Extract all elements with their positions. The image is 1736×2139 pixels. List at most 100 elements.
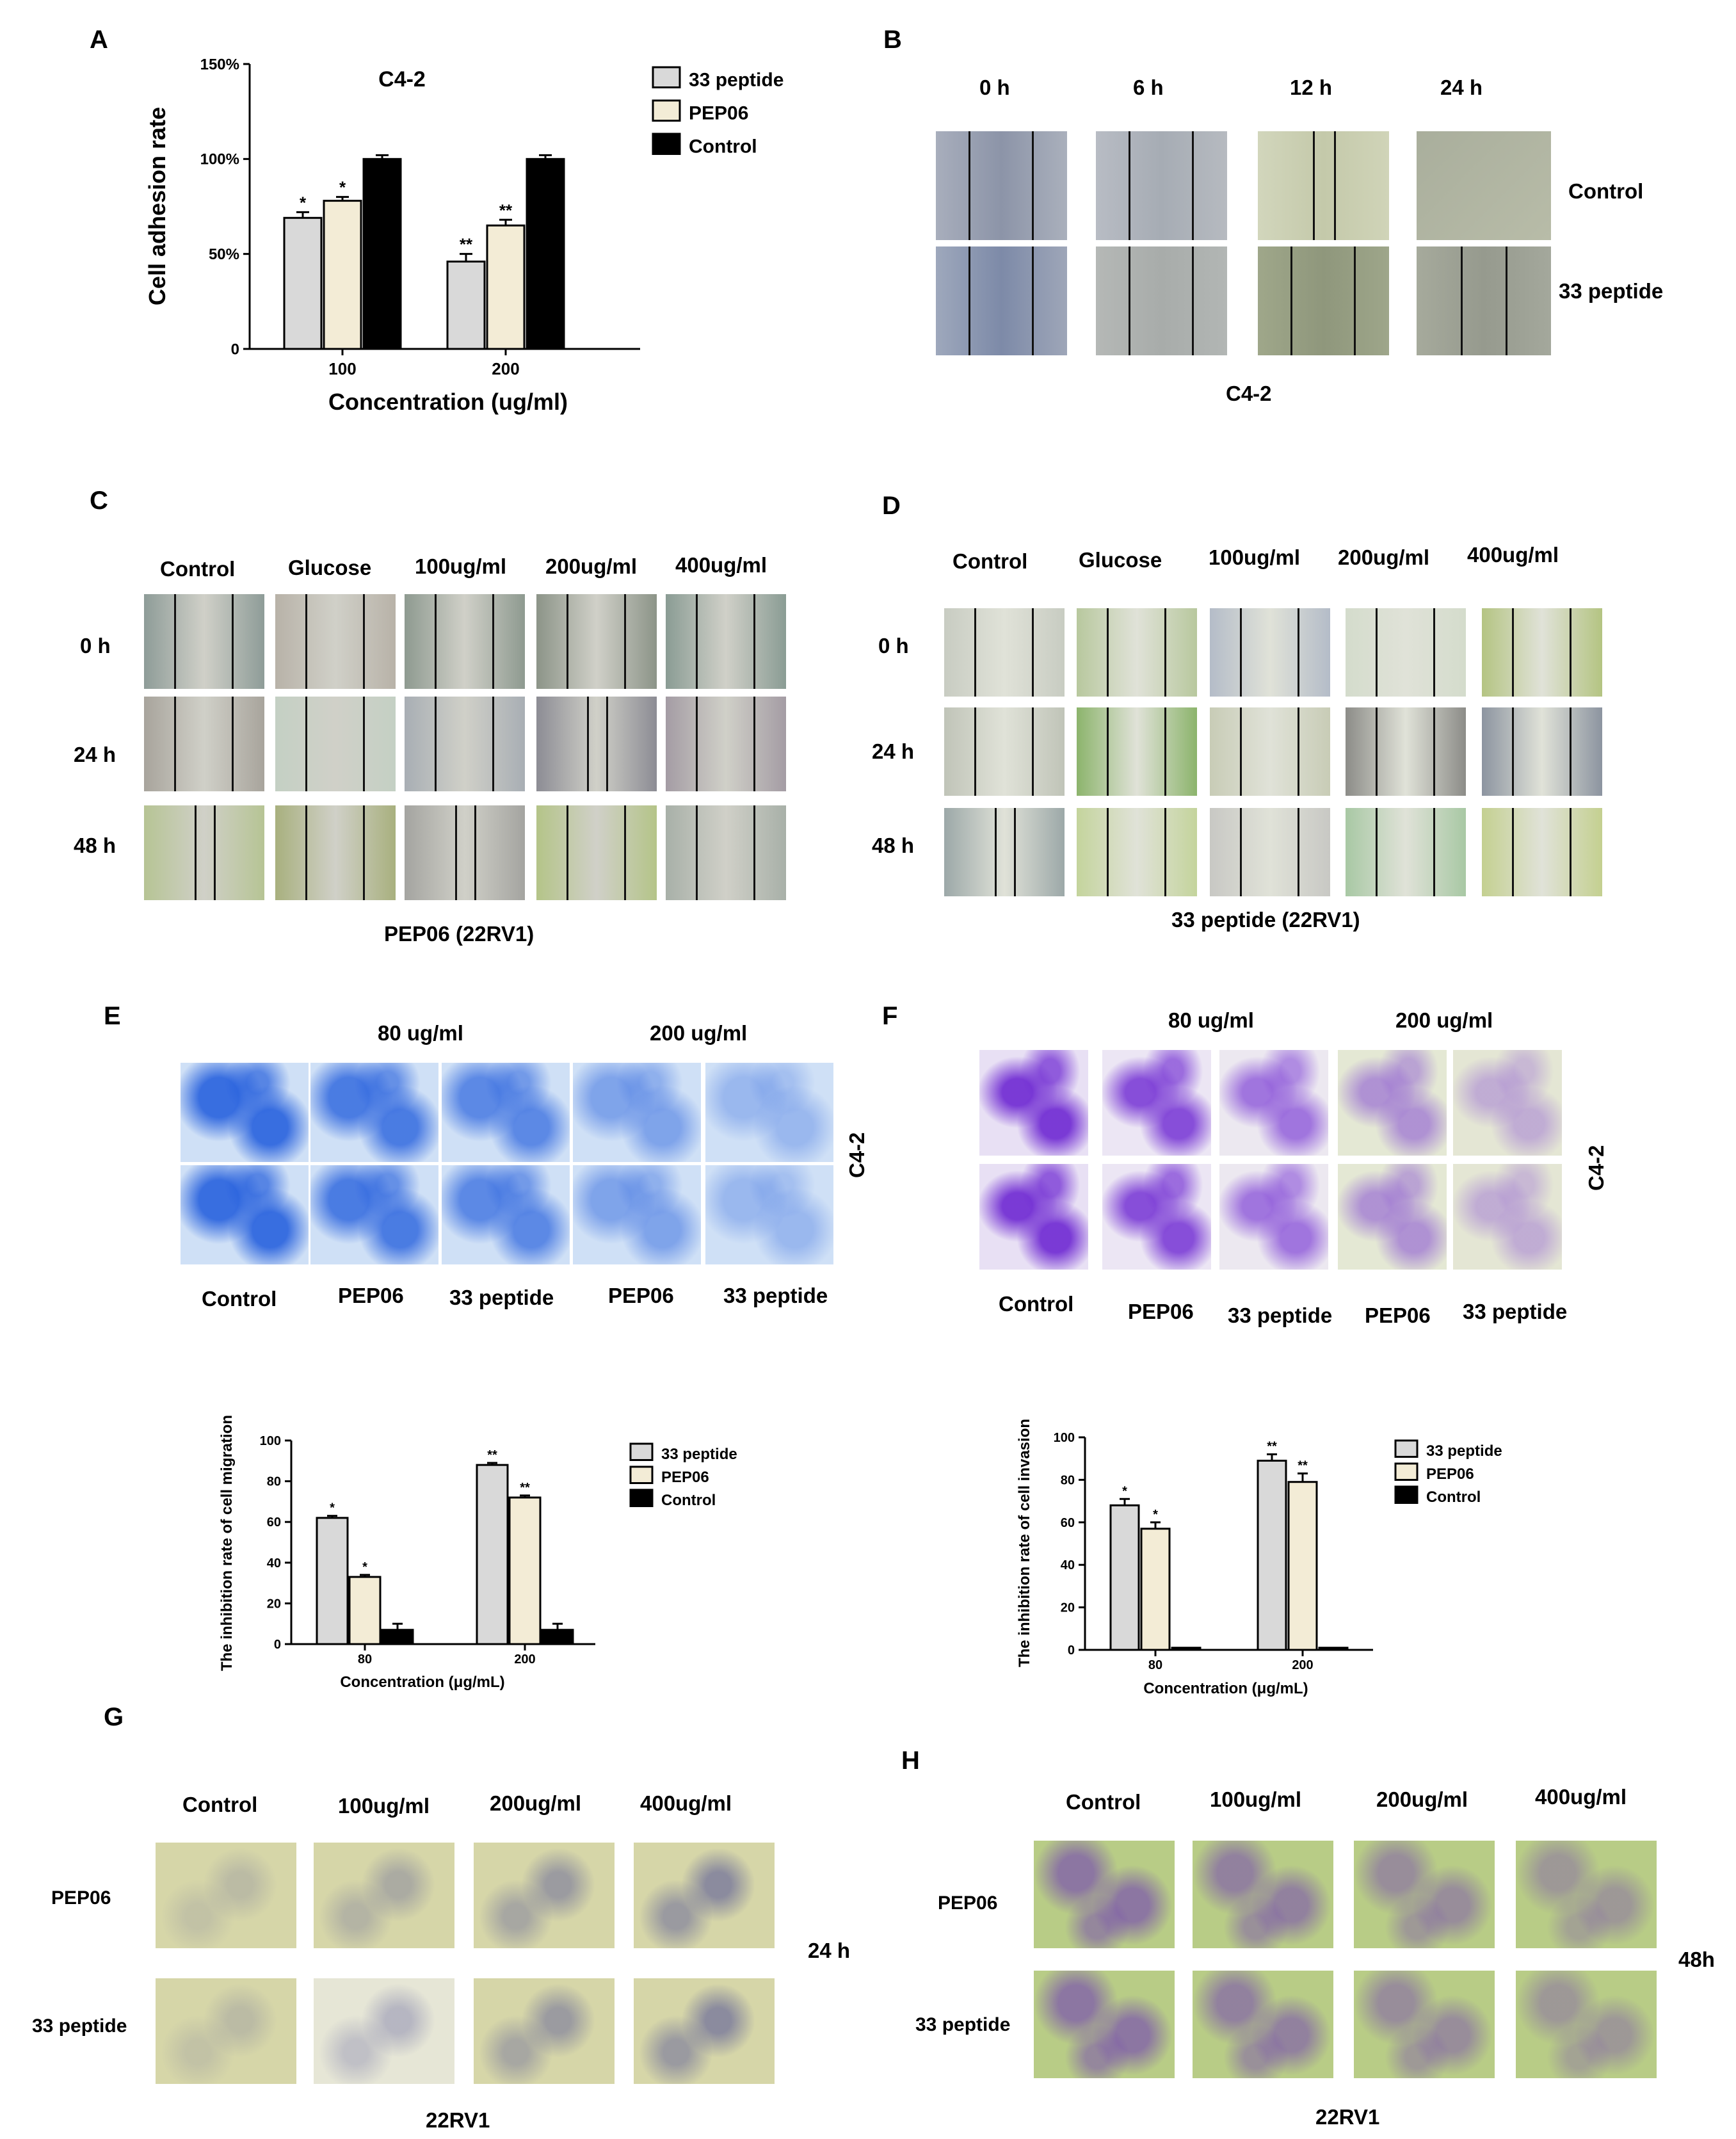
e-col-4: 33 peptide [723, 1284, 828, 1307]
b-row-label-1: 33 peptide [1559, 279, 1664, 303]
e-micrograph [181, 1165, 309, 1264]
d-micrograph [1210, 808, 1330, 896]
chart-f-bar [1257, 1460, 1287, 1651]
chart-e-legend-label: PEP06 [661, 1469, 709, 1486]
c-col-1: Glucose [288, 556, 372, 579]
chart-e-significance-label: * [362, 1560, 367, 1574]
chart-e-legend-swatch [629, 1465, 654, 1484]
chart-e-y-axis-label: The inhibition rate of cell migration [218, 1415, 236, 1671]
c-micrograph [666, 805, 786, 900]
d-micrograph [1482, 608, 1602, 697]
g-caption: 22RV1 [426, 2108, 490, 2132]
d-micrograph [1346, 808, 1466, 896]
b-time-0: 0 h [979, 76, 1010, 99]
c-micrograph [536, 594, 657, 689]
d-micrograph [1077, 608, 1197, 697]
g-micrograph [474, 1978, 615, 2084]
e-col-3: PEP06 [608, 1284, 674, 1307]
chart-a-legend-label: 33 peptide [689, 69, 784, 90]
f-col-2: 33 peptide [1228, 1304, 1333, 1327]
chart-f-significance-label: * [1122, 1484, 1127, 1498]
b-micrograph [936, 131, 1067, 240]
chart-f-legend-label: 33 peptide [1426, 1442, 1502, 1460]
chart-f-y-axis-label: The inhibition rate of cell invasion [1016, 1419, 1033, 1667]
h-micrograph [1193, 1841, 1333, 1948]
h-caption: 22RV1 [1315, 2105, 1380, 2129]
panel-letter-f: F [882, 1002, 898, 1030]
chart-a-legend-swatch [652, 99, 681, 122]
f-micrograph [1102, 1164, 1211, 1270]
c-col-2: 100ug/ml [415, 554, 507, 578]
f-col-3: PEP06 [1365, 1304, 1431, 1327]
h-micrograph [1034, 1971, 1175, 2078]
c-micrograph [405, 697, 525, 791]
chart-e-significance-label: * [330, 1501, 335, 1515]
chart-e-y-tick-label: 100 [260, 1434, 281, 1448]
g-micrograph [156, 1843, 296, 1948]
f-micrograph [1219, 1164, 1328, 1270]
panel-letter-d: D [882, 492, 901, 520]
h-micrograph [1516, 1841, 1657, 1948]
panel-letter-b: B [883, 26, 902, 54]
f-micrograph [1453, 1050, 1562, 1156]
f-side-label: C4-2 [1584, 1145, 1608, 1191]
c-caption: PEP06 (22RV1) [384, 922, 534, 946]
c-row-2: 48 h [74, 834, 117, 857]
h-micrograph [1193, 1971, 1333, 2078]
chart-e-significance-label: ** [487, 1448, 497, 1462]
c-micrograph [666, 594, 786, 689]
d-micrograph [1482, 808, 1602, 896]
b-micrograph [1258, 246, 1389, 355]
f-micrograph [1219, 1050, 1328, 1156]
chart-e-bar [348, 1576, 382, 1645]
e-micrograph [573, 1165, 701, 1264]
g-micrograph [474, 1843, 615, 1948]
chart-f-significance-label: * [1153, 1508, 1158, 1522]
b-time-1: 6 h [1133, 76, 1164, 99]
chart-e-y-tick-label: 40 [267, 1556, 281, 1570]
chart-f-bar [1171, 1647, 1202, 1651]
chart-e-bar [541, 1629, 574, 1645]
chart-e-y-tick-label: 20 [267, 1597, 281, 1611]
chart-a-legend-swatch [652, 66, 681, 88]
chart-f-y-tick-label: 100 [1054, 1431, 1075, 1445]
c-row-0: 0 h [80, 634, 111, 658]
chart-a-bar [526, 157, 565, 350]
b-time-3: 24 h [1440, 76, 1483, 99]
d-caption: 33 peptide (22RV1) [1171, 908, 1360, 932]
chart-f-bar [1318, 1647, 1349, 1651]
h-micrograph [1354, 1971, 1495, 2078]
h-time: 48h [1678, 1948, 1715, 1971]
b-micrograph [1417, 131, 1551, 240]
chart-a-legend-label: PEP06 [689, 102, 748, 124]
chart-a-y-tick-label: 150% [200, 56, 239, 73]
chart-a-title: C4-2 [378, 67, 426, 92]
e-micrograph [442, 1063, 570, 1162]
e-micrograph [442, 1165, 570, 1264]
d-micrograph [944, 608, 1065, 697]
f-col-4: 33 peptide [1463, 1300, 1568, 1323]
f-micrograph [1453, 1164, 1562, 1270]
h-micrograph [1516, 1971, 1657, 2078]
h-row-1: 33 peptide [915, 2014, 1011, 2035]
panel-letter-g: G [104, 1703, 124, 1731]
panel-letter-h: H [901, 1747, 920, 1775]
chart-e-significance-label: ** [520, 1481, 530, 1495]
g-row-1: 33 peptide [32, 2015, 127, 2037]
e-col-2: 33 peptide [449, 1286, 554, 1309]
c-micrograph [405, 594, 525, 689]
chart-f-bar [1109, 1504, 1140, 1651]
e-side-label: C4-2 [845, 1132, 869, 1178]
h-col-0: Control [1066, 1790, 1141, 1814]
h-col-3: 400ug/ml [1535, 1785, 1627, 1809]
chart-a-bar [446, 261, 486, 350]
c-micrograph [536, 697, 657, 791]
g-micrograph [314, 1978, 454, 2084]
chart-a-significance-label: ** [460, 235, 473, 254]
f-conc-1: 200 ug/ml [1395, 1008, 1493, 1032]
chart-e-legend-label: 33 peptide [661, 1446, 737, 1463]
chart-a-bar [362, 157, 402, 350]
b-micrograph [1096, 131, 1227, 240]
chart-f-legend-label: Control [1426, 1489, 1481, 1506]
